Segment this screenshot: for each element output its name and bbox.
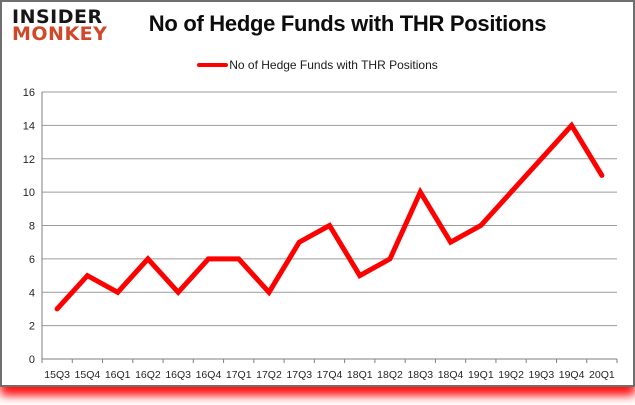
chart-title: No of Hedge Funds with THR Positions: [148, 11, 547, 36]
chart-plot-area: 0 2 4 6 8 10 12 14 16 15Q3 15Q4 16Q1 16Q2 16Q3 16Q4 17Q…: [2, 80, 633, 385]
series-line: [54, 121, 605, 312]
y-axis-tick-label: 0: [29, 354, 35, 366]
chart-legend: No of Hedge Funds with THR Positions: [2, 58, 633, 72]
y-axis-tick-label: 14: [23, 120, 35, 132]
y-axis-tick-label: 4: [29, 287, 35, 299]
y-axis-tick-label: 8: [29, 221, 35, 233]
x-axis-tick-label: 19Q1: [468, 369, 494, 381]
chart-canvas: 0 2 4 6 8 10 12 14 16 15Q3 15Q4 16Q1 16Q2 16Q3 16Q4 17Q…: [23, 87, 618, 381]
x-axis-tick-label: 15Q4: [75, 369, 101, 381]
legend-label: No of Hedge Funds with THR Positions: [229, 58, 438, 72]
y-axis-tick-label: 10: [23, 187, 35, 199]
x-axis-tick-label: 19Q3: [528, 369, 554, 381]
x-axis-tick-label: 18Q3: [407, 369, 433, 381]
x-axis-tick-label: 16Q3: [165, 369, 191, 381]
y-axis-tick-label: 12: [23, 154, 35, 166]
logo-text-monkey: MONKEY: [12, 23, 108, 46]
x-axis-tick-label: 16Q4: [196, 369, 222, 381]
x-axis-tick-label: 15Q3: [44, 369, 70, 381]
x-axis-tick-label: 16Q1: [105, 369, 131, 381]
x-axis-tick-label: 19Q4: [559, 369, 585, 381]
x-axis-tick-label: 18Q4: [438, 369, 464, 381]
x-axis-tick-label: 17Q1: [226, 369, 252, 381]
legend-line-swatch-icon: [197, 63, 229, 67]
x-axis-tick-label: 20Q1: [589, 369, 615, 381]
x-axis-tick-label: 18Q1: [347, 369, 373, 381]
insider-monkey-logo: INSIDER MONKEY: [12, 6, 108, 46]
x-axis-tick-label: 17Q2: [256, 369, 282, 381]
x-axis-tick-label: 16Q2: [135, 369, 161, 381]
logo-text-insider: INSIDER: [12, 6, 103, 28]
y-axis-tick-label: 16: [23, 87, 35, 99]
x-axis-tick-label: 17Q3: [286, 369, 312, 381]
x-axis-tick-label: 19Q2: [498, 369, 524, 381]
y-axis-tick-label: 6: [29, 254, 35, 266]
x-axis-tick-label: 18Q2: [377, 369, 403, 381]
y-axis-tick-label: 2: [29, 321, 35, 333]
chart-card: INSIDER MONKEY No of Hedge Funds with TH…: [0, 0, 635, 387]
x-axis-tick-label: 17Q4: [317, 369, 343, 381]
